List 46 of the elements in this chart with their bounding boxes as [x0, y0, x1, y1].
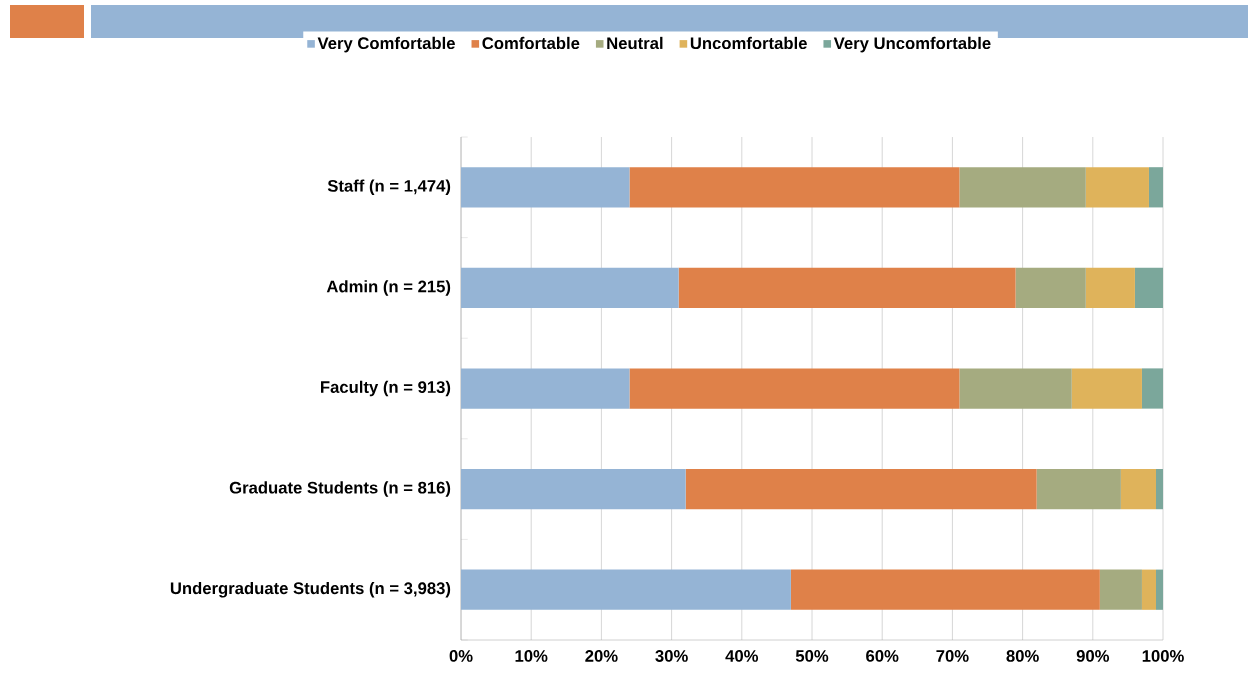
y-tick-label: Graduate Students (n = 816) — [229, 481, 451, 497]
x-tick-label: 0% — [449, 650, 473, 662]
x-tick-label: 50% — [795, 650, 829, 662]
bar — [461, 167, 630, 208]
bar — [1155, 569, 1164, 610]
bar — [629, 167, 960, 208]
legend-label: Comfortable — [482, 36, 580, 50]
bar — [1015, 267, 1086, 309]
x-tick-label: 10% — [515, 650, 548, 662]
bar — [1134, 267, 1164, 309]
x-tick-label: 30% — [655, 650, 688, 662]
bar — [629, 368, 960, 409]
bar — [1148, 167, 1164, 208]
legend-label: Very Comfortable — [317, 36, 455, 53]
bar — [461, 368, 630, 409]
legend-label: Neutral — [607, 36, 663, 50]
bar — [461, 569, 791, 610]
y-tick-label: Staff (n = 1,474) — [327, 179, 451, 196]
bar — [1141, 569, 1156, 610]
y-tick-label: Admin (n = 215) — [326, 280, 451, 296]
x-tick-label: 20% — [585, 650, 618, 662]
x-tick-label: 70% — [936, 650, 969, 662]
bar — [1085, 167, 1149, 208]
x-tick-label: 60% — [866, 650, 899, 662]
legend-label: Very Uncomfortable — [833, 36, 991, 53]
bar — [1036, 468, 1121, 510]
bar — [959, 167, 1086, 208]
legend-label: Uncomfortable — [690, 36, 807, 50]
y-tick-label: Undergraduate Students (n = 3,983) — [170, 581, 451, 598]
x-tick-label: 80% — [1006, 650, 1039, 662]
x-tick-label: 40% — [725, 650, 759, 662]
bar — [685, 468, 1037, 510]
bar — [461, 267, 679, 309]
bar — [959, 368, 1072, 409]
bar — [1155, 468, 1164, 510]
bar — [461, 468, 686, 510]
bar — [678, 267, 1016, 309]
bar — [1141, 368, 1164, 409]
bar — [1071, 368, 1142, 409]
y-tick-label: Faculty (n = 913) — [321, 380, 451, 397]
bar — [790, 569, 1100, 610]
x-tick-label: 90% — [1076, 650, 1110, 662]
bar — [1120, 468, 1156, 510]
bar — [1085, 267, 1135, 309]
bar — [1099, 569, 1142, 610]
x-tick-label: 100% — [1142, 650, 1184, 662]
